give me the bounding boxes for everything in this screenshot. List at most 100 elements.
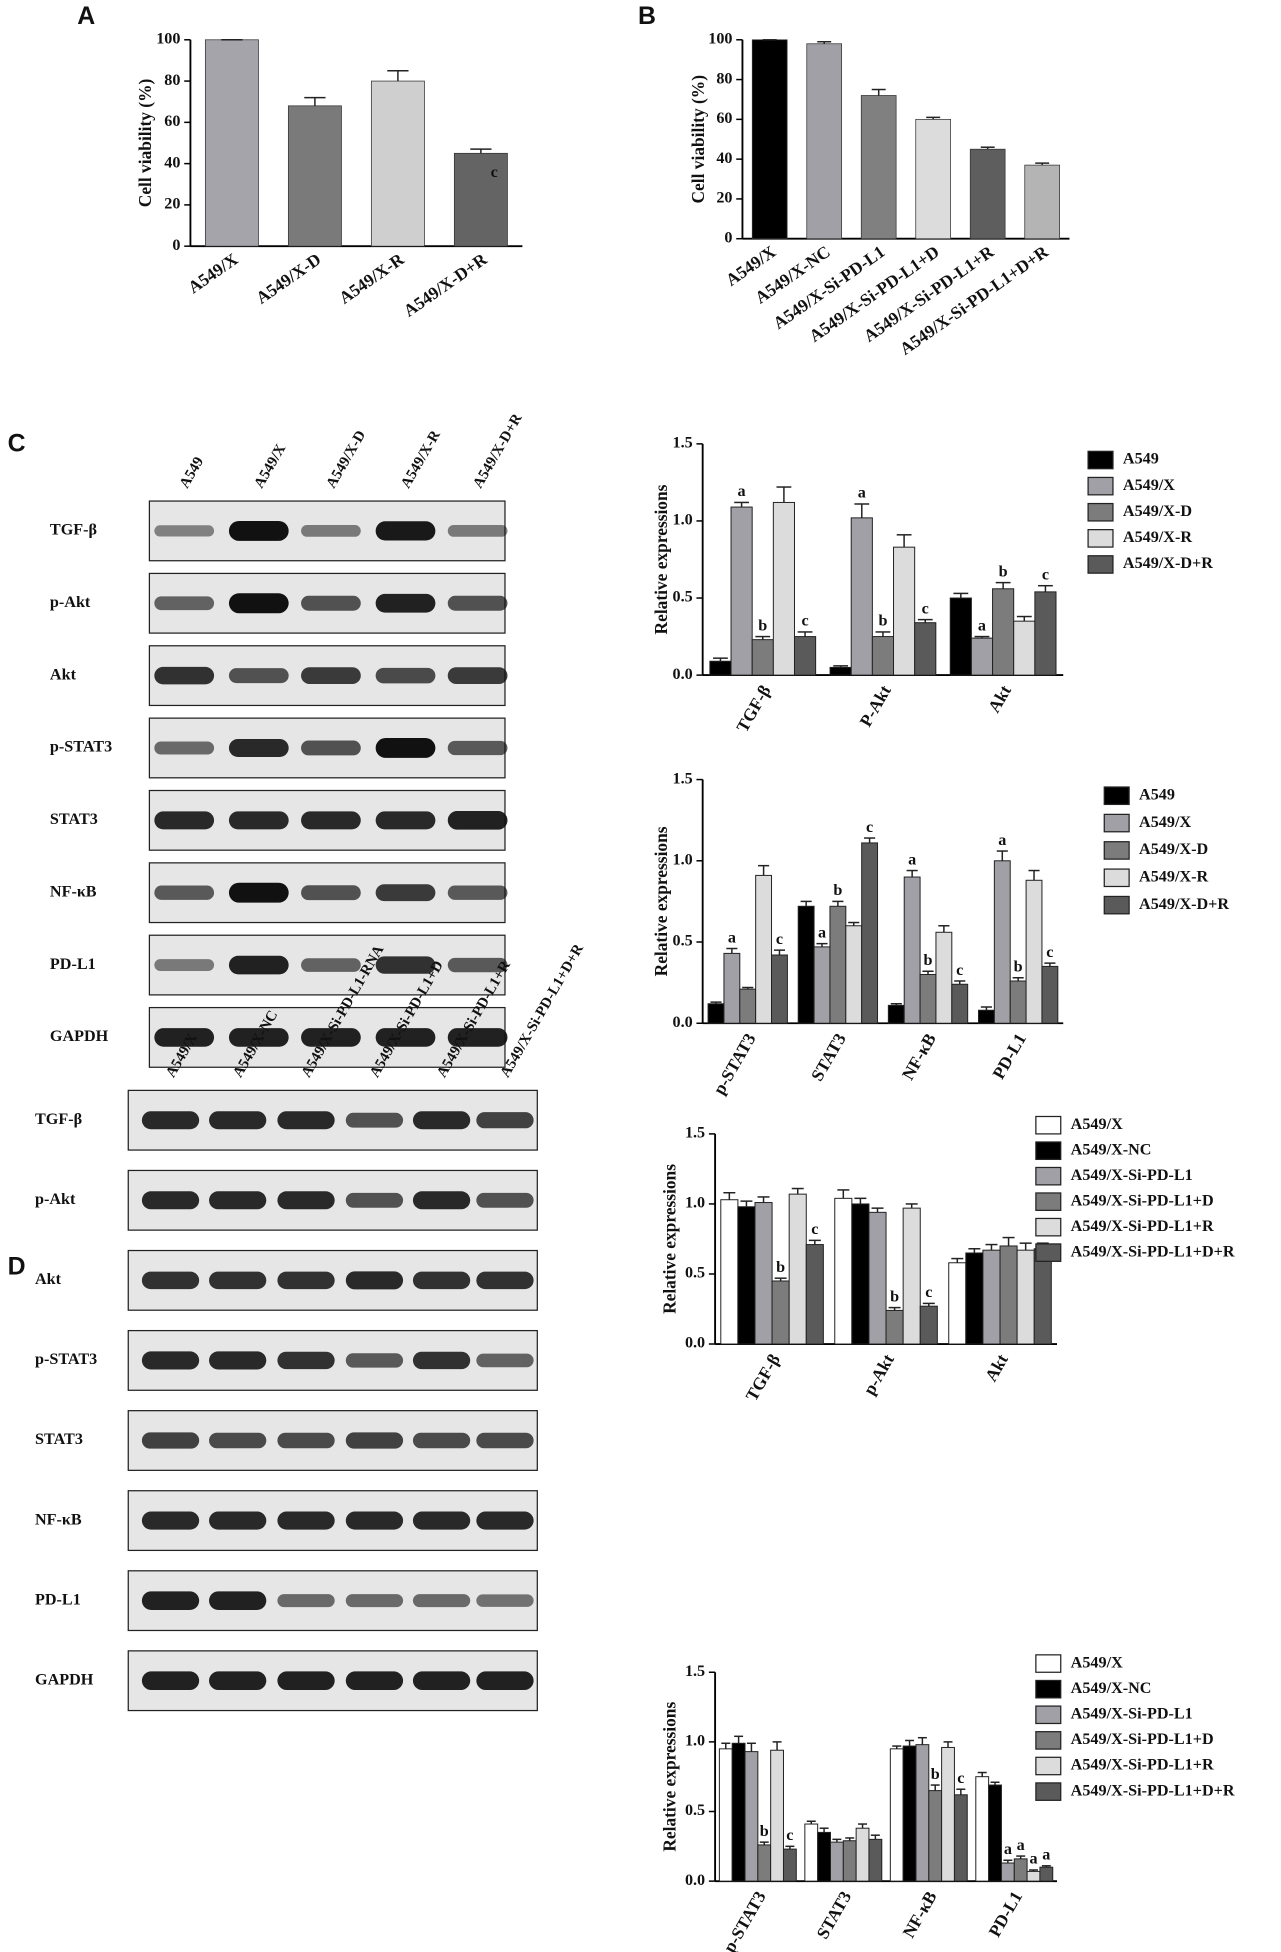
legend-swatch [1087, 529, 1114, 548]
blot-band [447, 957, 508, 973]
bar [855, 1827, 870, 1882]
y-tick-label: 0.5 [685, 1802, 705, 1819]
blot-row-label: p-STAT3 [50, 739, 112, 756]
legend-label: A549/X-D [1139, 841, 1208, 858]
blot-row-label: TGF-β [35, 1111, 82, 1128]
significance-letter: c [491, 164, 498, 181]
blot-band [209, 1351, 267, 1370]
y-tick-label: 80 [716, 70, 732, 87]
blot-band [141, 1511, 200, 1530]
y-tick-label: 1.0 [673, 512, 693, 529]
significance-letter: c [925, 1284, 932, 1301]
significance-letter: b [1014, 959, 1023, 976]
bar [999, 1245, 1018, 1345]
bar [948, 1262, 967, 1345]
legend-label: A549/X-D [1123, 503, 1192, 520]
significance-letter: c [957, 1770, 964, 1787]
legend-label: A549 [1123, 451, 1159, 468]
blot-band [301, 885, 361, 901]
y-tick-label: 100 [156, 30, 180, 47]
bar [771, 1280, 790, 1345]
blot-band [345, 1432, 404, 1449]
bar [893, 546, 916, 676]
y-tick-label: 1.0 [673, 851, 693, 868]
bar [817, 1831, 831, 1882]
bar [770, 1749, 784, 1882]
significance-letter: c [811, 1221, 818, 1238]
bar [845, 925, 863, 1024]
bar [988, 1784, 1002, 1882]
blot-band [228, 882, 289, 903]
bar [707, 1003, 725, 1024]
bar [975, 1776, 990, 1882]
lane-label: A549/X-D [323, 428, 369, 491]
blot-row-label: Akt [50, 666, 77, 683]
x-tick-label: TGF-β [732, 682, 775, 736]
bar [842, 1840, 857, 1882]
blot-band [412, 1432, 471, 1449]
bar [805, 1244, 824, 1345]
legend-swatch [1087, 555, 1114, 574]
blot-band [301, 958, 361, 972]
x-tick-label: A549/X [184, 249, 242, 298]
legend-label: A549/X-Si-PD-L1+R [1071, 1757, 1214, 1774]
legend-label: A549/X-Si-PD-L1 [1071, 1705, 1193, 1722]
significance-letter: c [776, 931, 783, 948]
bar [1013, 620, 1036, 676]
y-tick-label: 0.0 [673, 1014, 693, 1031]
blot-band [301, 667, 361, 685]
significance-letter: c [866, 819, 873, 836]
legend-label: A549/X [1139, 814, 1191, 831]
bar [731, 1742, 746, 1882]
significance-letter: c [922, 600, 929, 617]
bar [813, 946, 831, 1024]
x-tick-label: p-STAT3 [709, 1029, 760, 1097]
bar [902, 1745, 917, 1882]
blot-band [154, 596, 215, 611]
bar [982, 1249, 1001, 1345]
blot-band [476, 1671, 534, 1691]
bar [868, 1838, 883, 1882]
legend-label: A549/X-Si-PD-L1+R [1071, 1218, 1214, 1235]
bar [737, 1206, 756, 1345]
legend-label: A549/X-NC [1071, 1141, 1152, 1158]
x-tick-label: A549/X-R [335, 249, 408, 308]
blot-band [209, 1432, 267, 1449]
bar [782, 1848, 797, 1882]
lane-label: A549 [177, 454, 207, 491]
bar [928, 1790, 943, 1882]
blot-band [141, 1351, 200, 1370]
blot-band [412, 1271, 471, 1290]
bar [1000, 1862, 1015, 1882]
significance-letter: a [1042, 1847, 1050, 1864]
significance-letter: b [999, 563, 1008, 580]
legend-swatch [1103, 813, 1130, 833]
y-tick-label: 1.5 [685, 1663, 705, 1680]
bar [902, 1207, 921, 1345]
blot-band [375, 811, 436, 830]
bar [885, 1309, 904, 1345]
y-tick-label: 0.5 [673, 589, 693, 606]
bar [860, 95, 897, 240]
y-tick-label: 60 [716, 110, 732, 127]
y-tick-label: 1.5 [673, 435, 693, 452]
bar [806, 43, 843, 240]
blot-band [301, 740, 361, 756]
significance-letter: c [1046, 944, 1053, 961]
blot-band [141, 1111, 200, 1130]
blot-band [154, 1028, 215, 1047]
blot-band [154, 741, 215, 755]
blot-band [447, 1028, 508, 1047]
blot-band [141, 1432, 200, 1449]
blot-band [375, 738, 436, 758]
y-tick-label: 40 [716, 150, 732, 167]
blot-band [209, 1511, 267, 1530]
blot-band [277, 1671, 335, 1691]
bar [829, 905, 847, 1024]
y-tick-label: 0.0 [685, 1872, 705, 1889]
blot-band [447, 595, 508, 611]
blot-band [476, 1594, 534, 1607]
blot-band [154, 811, 215, 830]
blot-row-label: p-STAT3 [35, 1351, 97, 1368]
bar [953, 1794, 968, 1882]
